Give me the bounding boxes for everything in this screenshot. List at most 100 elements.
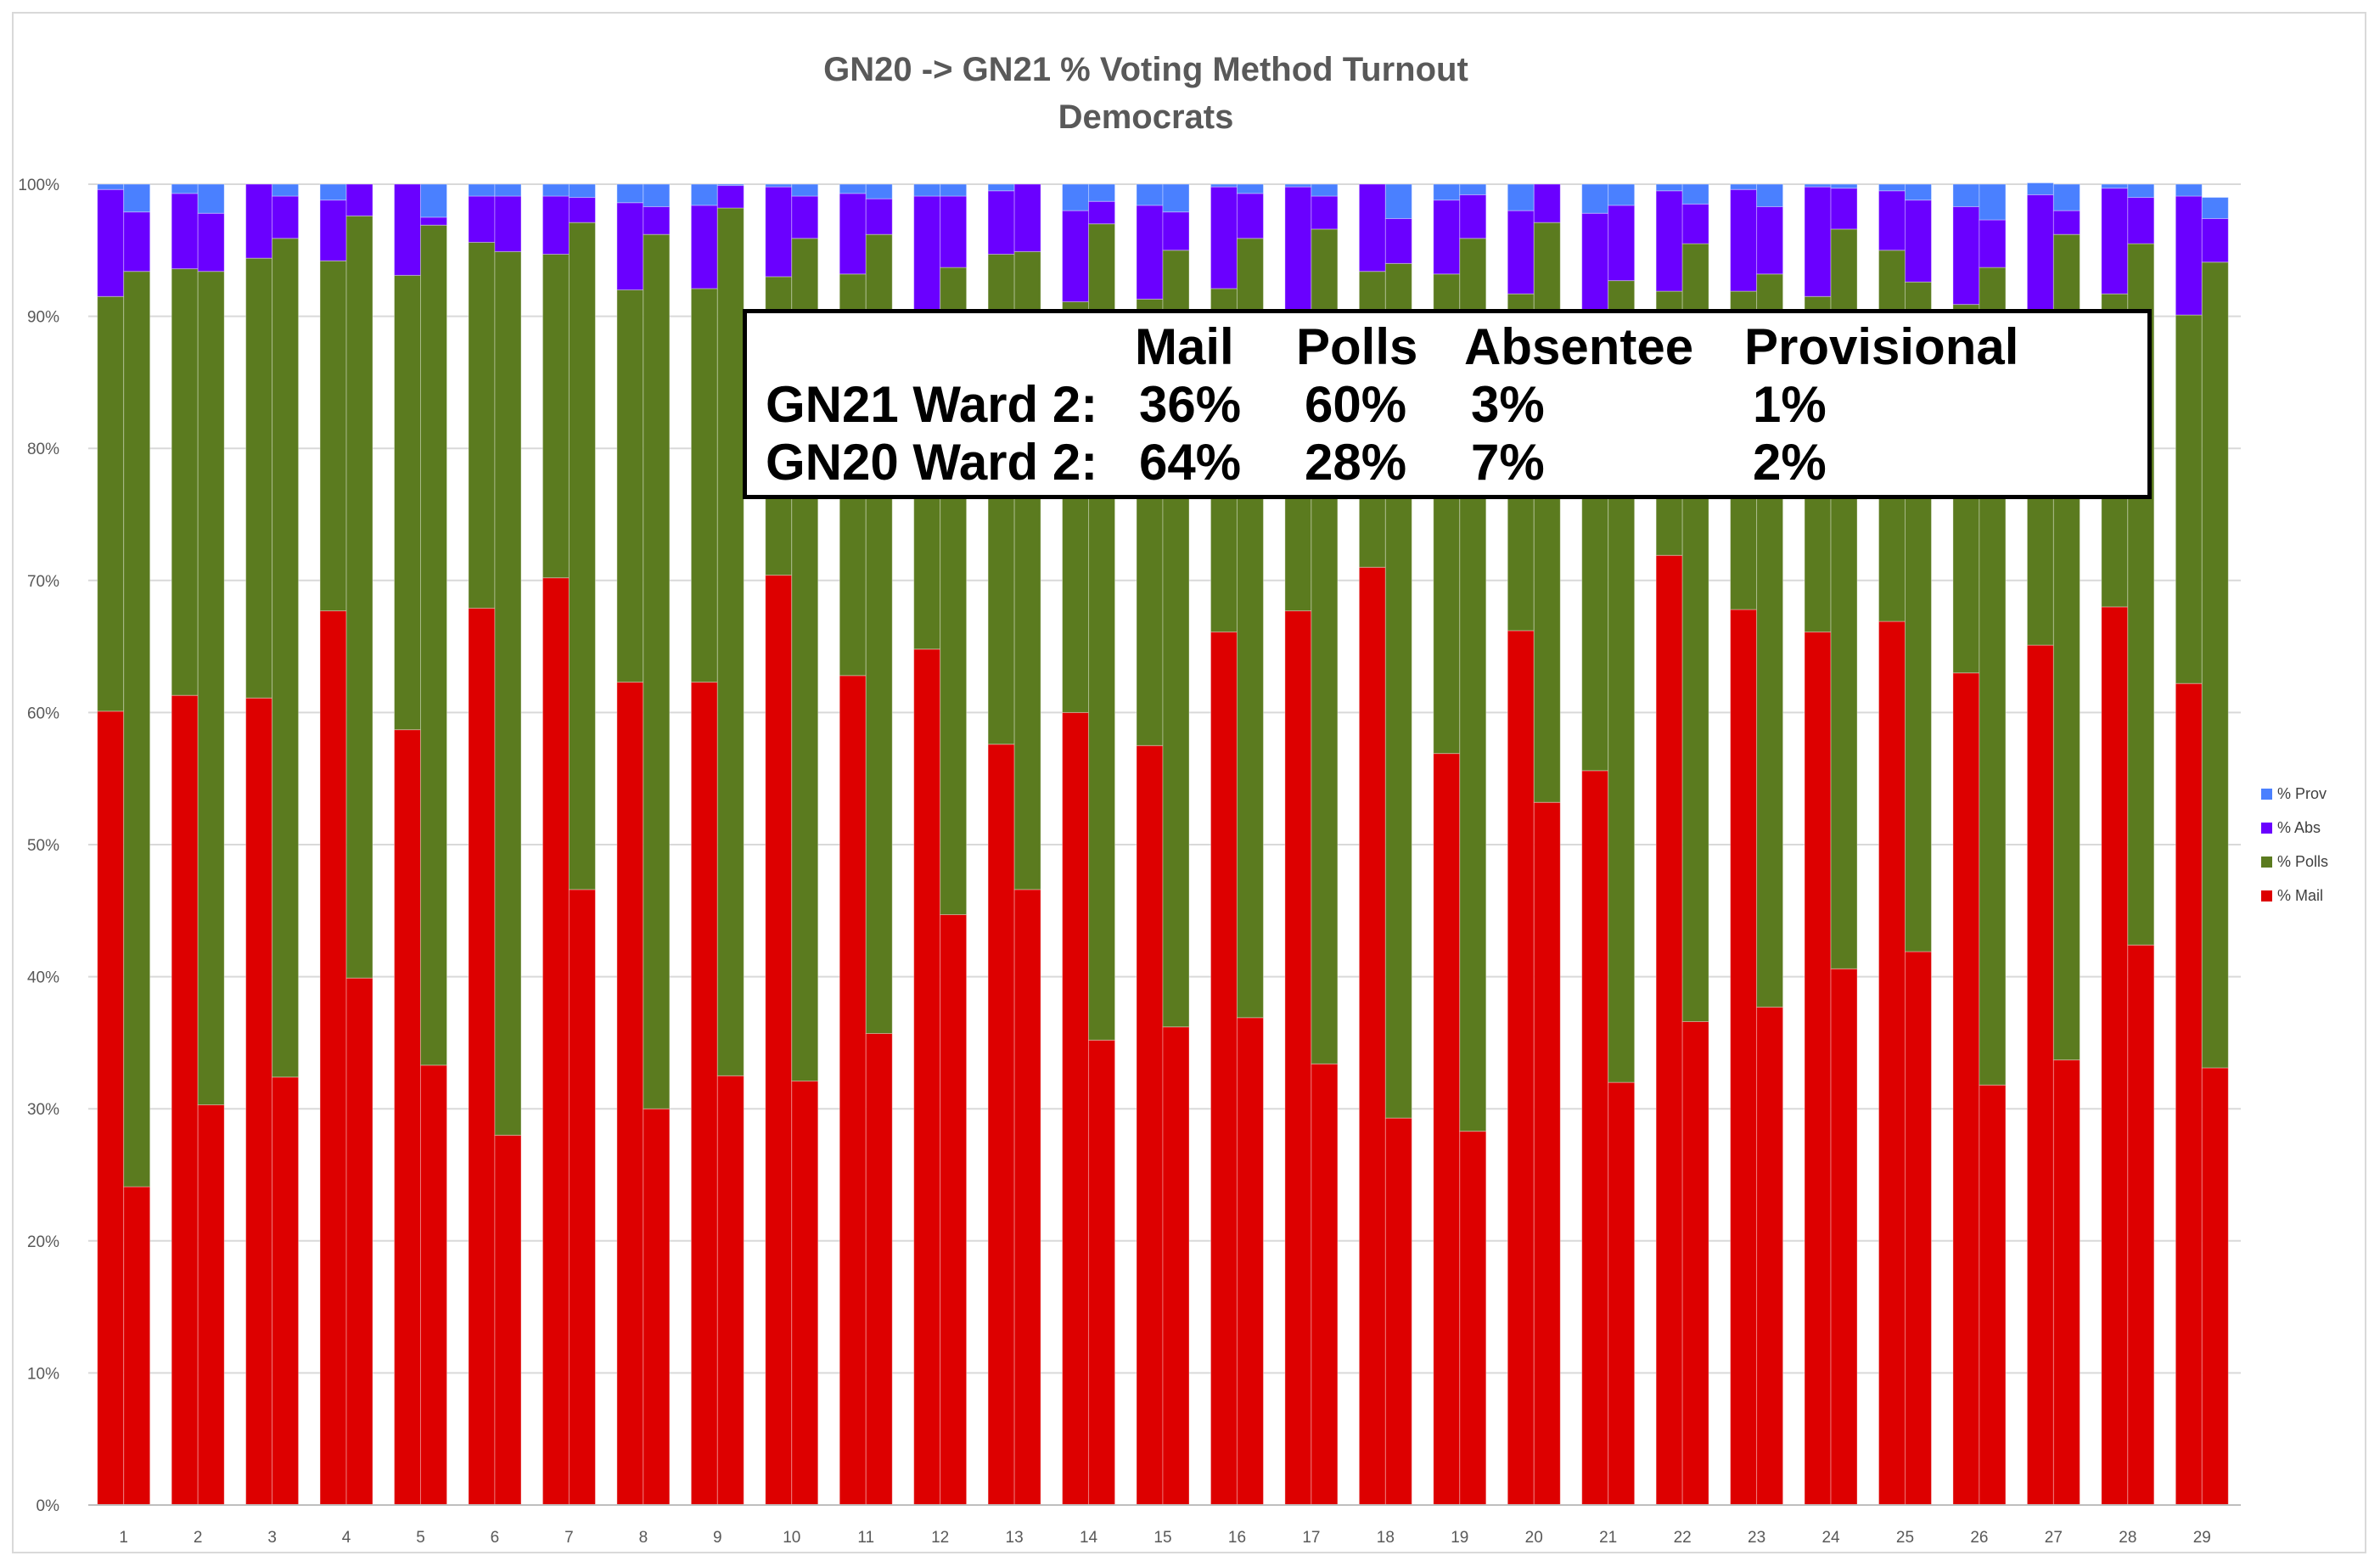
bar-segment: [468, 183, 496, 197]
bar-segment: [1358, 566, 1386, 1506]
bar-segment: [987, 744, 1015, 1506]
bar-segment: [1384, 1117, 1412, 1506]
bar-segment: [1804, 183, 1832, 188]
bar-segment: [97, 188, 125, 297]
y-tick-label: 70%: [27, 573, 59, 591]
x-tick-label: 20: [1525, 1529, 1543, 1547]
legend-item-polls: % Polls: [2261, 845, 2328, 879]
bar-segment: [1581, 183, 1609, 214]
bar-segment: [2052, 210, 2080, 235]
bar-segment: [2175, 682, 2203, 1506]
bar-segment: [1311, 195, 1339, 230]
bar-segment: [1756, 205, 1784, 275]
bar-segment: [420, 1064, 448, 1506]
bar-segment: [494, 195, 522, 252]
bar-segment: [1533, 183, 1561, 223]
bar-segment: [1756, 183, 1784, 207]
bar-segment: [97, 710, 125, 1506]
x-tick-label: 26: [1970, 1529, 1988, 1547]
y-tick-label: 50%: [27, 837, 59, 855]
bar-segment: [1904, 199, 1932, 283]
bar-segment: [690, 288, 718, 683]
bar-segment: [394, 183, 422, 276]
row-value: 28%: [1305, 434, 1407, 491]
x-tick-label: 9: [713, 1529, 722, 1547]
bar-segment: [1730, 609, 1758, 1506]
x-tick-label: 19: [1451, 1529, 1468, 1547]
row-value: 64%: [1139, 434, 1242, 491]
bar-segment: [494, 1134, 522, 1506]
bar-segment: [643, 205, 671, 235]
legend-swatch: [2261, 788, 2272, 800]
bar-segment: [319, 610, 347, 1506]
bar-segment: [940, 183, 968, 197]
x-tick-label: 11: [857, 1529, 874, 1547]
y-tick-label: 60%: [27, 705, 59, 722]
bar-segment: [716, 183, 744, 187]
bar-segment: [1952, 183, 1980, 207]
bar-segment: [468, 241, 496, 609]
bar-segment: [1979, 219, 2007, 268]
bar-segment: [1459, 183, 1487, 195]
bar-segment: [420, 224, 448, 1066]
bar-segment: [1507, 210, 1535, 295]
bar-segment: [494, 183, 522, 197]
y-tick-label: 30%: [27, 1101, 59, 1119]
legend-swatch: [2261, 822, 2272, 834]
bar-segment: [1655, 554, 1683, 1506]
bar-segment: [1062, 210, 1090, 302]
bar-segment: [568, 183, 596, 199]
x-tick-label: 13: [1006, 1529, 1024, 1547]
bar-segment: [1804, 631, 1832, 1506]
bar-segment: [913, 183, 941, 197]
x-tick-label: 24: [1821, 1529, 1840, 1547]
bar-segment: [1681, 183, 1709, 205]
bar-segment: [319, 183, 347, 201]
bar-segment: [2201, 261, 2229, 1069]
x-tick-label: 14: [1080, 1529, 1098, 1547]
bar-segment: [123, 1186, 151, 1506]
bar-segment: [865, 198, 893, 235]
bar-segment: [1162, 211, 1190, 251]
bar-segment: [1311, 183, 1339, 197]
bar-segment: [197, 212, 225, 272]
bar-segment: [1162, 1026, 1190, 1506]
bar-segment: [123, 271, 151, 1188]
bar-segment: [2026, 644, 2054, 1506]
x-tick-label: 10: [783, 1529, 800, 1547]
bar-segment: [1681, 1021, 1709, 1506]
y-tick-label: 100%: [18, 177, 59, 194]
bar-segment: [1804, 186, 1832, 297]
bar-segment: [865, 1033, 893, 1506]
row-value: 7%: [1471, 434, 1545, 491]
row-value: 2%: [1753, 434, 1827, 491]
x-tick-label: 27: [2045, 1529, 2063, 1547]
bar-segment: [1581, 212, 1609, 313]
bar-segment: [568, 889, 596, 1506]
x-tick-label: 21: [1599, 1529, 1617, 1547]
bar-segment: [345, 977, 373, 1506]
bar-segment: [1136, 183, 1164, 206]
bar-segment: [987, 190, 1015, 255]
bar-segment: [1655, 190, 1683, 292]
bar-segment: [1236, 1017, 1264, 1506]
x-tick-label: 17: [1302, 1529, 1320, 1547]
bar-segment: [1608, 183, 1636, 206]
bar-segment: [542, 253, 570, 579]
y-tick-label: 20%: [27, 1233, 59, 1251]
legend-swatch: [2261, 856, 2272, 868]
x-tick-label: 22: [1674, 1529, 1692, 1547]
bar-segment: [1730, 183, 1758, 190]
row-label: GN20 Ward 2:: [766, 434, 1098, 491]
legend-swatch: [2261, 890, 2272, 901]
bar-segment: [791, 183, 819, 197]
x-tick-label: 25: [1896, 1529, 1914, 1547]
x-tick-label: 3: [267, 1529, 277, 1547]
bar-segment: [1284, 186, 1312, 330]
bar-segment: [542, 195, 570, 255]
bar-segment: [616, 682, 644, 1506]
y-tick-label: 80%: [27, 441, 59, 458]
bar-segment: [1608, 205, 1636, 282]
bar-segment: [319, 199, 347, 261]
